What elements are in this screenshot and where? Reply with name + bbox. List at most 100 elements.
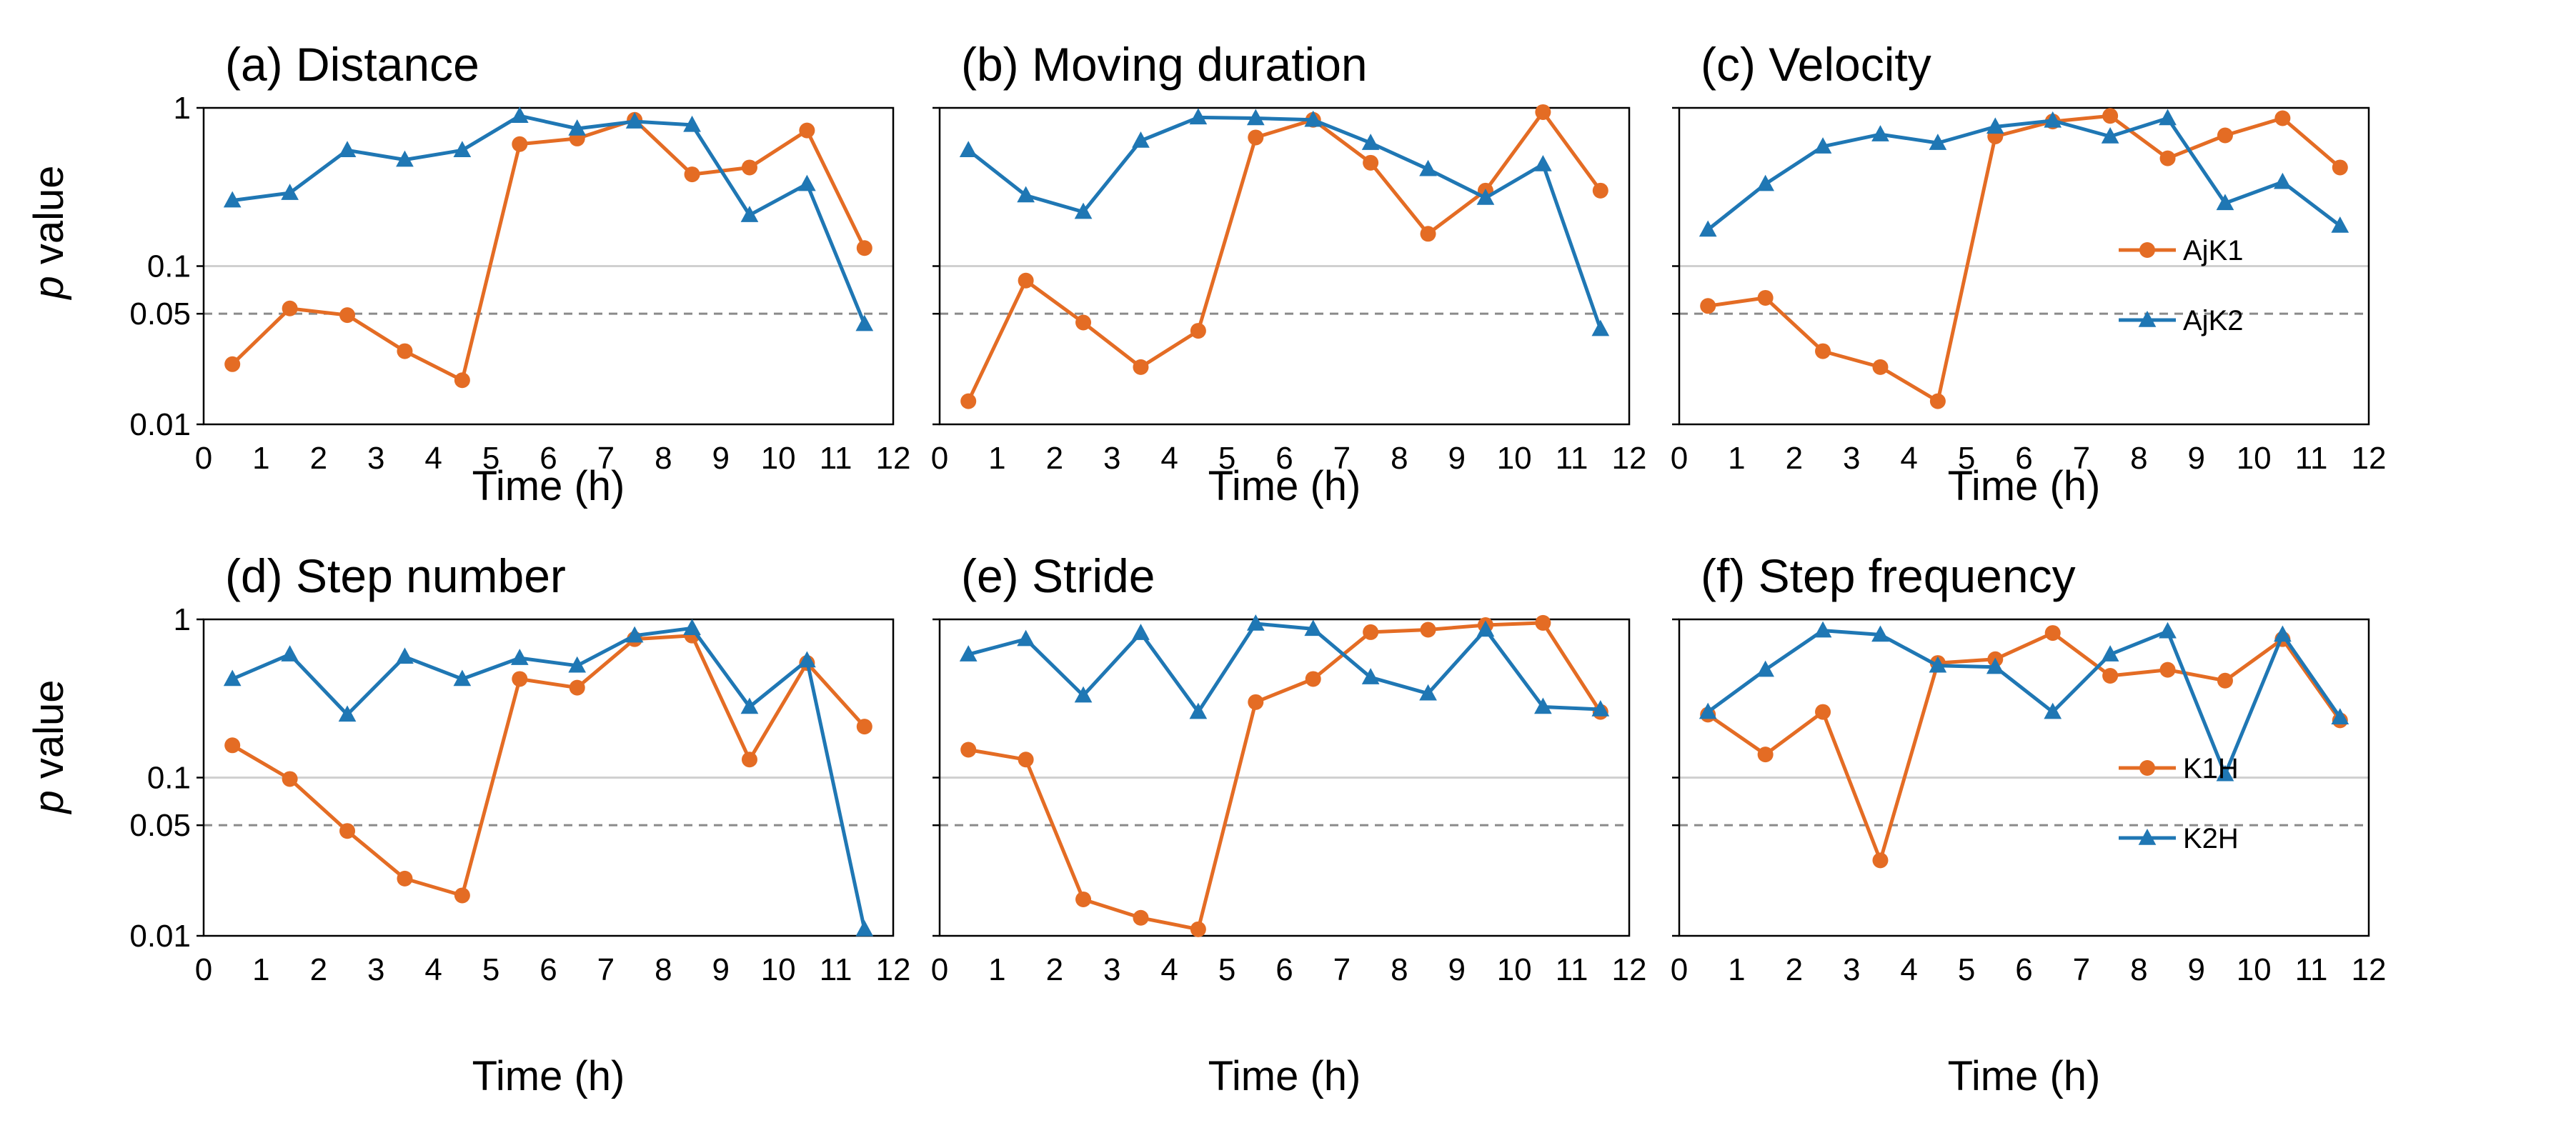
data-point-AjK2 [2044,111,2062,128]
series-line-AjK1 [966,110,1602,402]
data-point-AjK1 [1592,182,1608,199]
data-point-K2H [625,626,644,643]
x-tick-label: 9 [1448,952,1466,987]
data-point-K2H [2101,645,2119,662]
legend-marker-K1H [2139,760,2155,776]
data-point-K2H [798,651,816,668]
x-tick-label: 4 [1160,441,1178,476]
x-tick-label: 9 [1448,441,1466,476]
x-tick-label: 2 [1046,952,1063,987]
x-axis-title: Time (h) [1208,1053,1361,1099]
x-tick-label: 4 [424,952,442,987]
data-point-K2H [1419,684,1437,701]
x-tick-label: 7 [597,952,615,987]
x-axis-title: Time (h) [1208,463,1361,509]
data-point-K2H [1756,660,1774,677]
panel-title: (a) Distance [225,38,479,91]
data-point-K2H [683,619,701,636]
chart-panel: 0 1 2 3 4 5 6 7 8 9 10 11 12(b) Moving durationTime … [931,38,1647,509]
chart-panel: 10.10.050.010 1 2 3 4 5 6 7 8 9 10 11 12(d) Step num… [129,549,910,1099]
data-point-AjK2 [855,314,874,331]
legend-marker-AjK2 [2138,311,2157,327]
y-tick-label: 0.05 [129,808,191,843]
data-point-K1H [454,887,470,904]
x-tick-label: 2 [1046,441,1063,476]
data-point-K1H [1305,671,1321,687]
data-point-K1H [2217,672,2233,689]
x-tick-label: 3 [1103,952,1120,987]
data-point-AjK1 [799,122,815,139]
data-point-AjK2 [2331,216,2349,233]
x-tick-label: 3 [367,952,384,987]
data-point-AjK1 [741,159,757,176]
x-tick-label: 11 [2295,952,2328,987]
data-point-AjK1 [1700,298,1716,314]
x-tick-label: 8 [2130,441,2147,476]
data-point-AjK1 [1757,289,1774,306]
data-point-AjK1 [1190,323,1206,339]
x-tick-label: 6 [1275,441,1293,476]
panel-title: (d) Step number [225,549,566,602]
x-tick-label: 10 [1497,441,1532,476]
data-point-AjK1 [1248,129,1264,146]
x-tick-label: 7 [2073,952,2090,987]
data-point-AjK2 [1476,188,1495,205]
x-tick-label: 6 [539,441,557,476]
data-point-AjK2 [1246,109,1265,126]
data-point-AjK1 [1018,272,1034,289]
data-point-K1H [569,679,585,696]
data-point-K2H [338,705,357,722]
data-point-AjK2 [2159,109,2177,126]
data-point-K2H [2331,708,2349,725]
series-line-K2H [968,622,1601,714]
x-tick-label: 11 [820,441,852,476]
data-point-AjK1 [1133,359,1149,375]
x-tick-label: 4 [1900,441,1917,476]
data-point-AjK1 [2102,108,2119,124]
data-point-K2H [281,645,299,662]
legend-marker-AjK1 [2139,242,2155,258]
x-tick-label: 12 [1612,952,1647,987]
data-point-K2H [1871,625,1889,642]
data-point-AjK1 [1929,393,1946,409]
data-point-K2H [2159,622,2177,639]
x-tick-label: 2 [310,952,327,987]
x-tick-label: 3 [367,441,384,476]
x-tick-label: 3 [1843,441,1860,476]
data-point-AjK2 [1419,159,1437,176]
x-tick-label: 11 [1556,952,1588,987]
data-point-K1H [2159,662,2176,678]
data-point-K2H [1699,702,1717,719]
panel-title: (e) Stride [961,549,1155,602]
data-point-AjK2 [1304,110,1323,127]
x-tick-label: 1 [1728,952,1745,987]
data-point-AjK2 [568,119,587,136]
x-tick-label: 7 [1333,952,1351,987]
series-line-AjK2 [967,115,1603,330]
x-tick-label: 0 [931,952,948,987]
data-point-AjK1 [282,300,298,316]
x-tick-label: 2 [1786,441,1803,476]
series-line-K1H [1706,631,2342,862]
y-tick-label: 0.01 [129,919,191,954]
data-point-K2H [740,697,759,714]
x-tick-label: 0 [1671,952,1688,987]
legend-label-K2H: K2H [2183,823,2239,854]
chart-panel: 10.10.050.010 1 2 3 4 5 6 7 8 9 10 11 12(a) Distance… [129,38,910,509]
x-tick-label: 1 [1728,441,1745,476]
data-point-K2H [1017,629,1035,647]
data-point-K2H [2216,764,2234,782]
y-tick-label: 0.01 [129,407,191,442]
data-point-AjK2 [959,141,978,158]
data-point-AjK1 [1363,154,1379,171]
x-tick-label: 0 [195,952,212,987]
y-tick-label: 1 [174,602,191,637]
y-axis-title-bottom: p value [26,679,72,814]
data-point-AjK2 [2274,172,2292,189]
y-tick-label: 0.1 [147,761,191,796]
data-point-K1H [1815,704,1831,720]
y-tick-label: 1 [174,91,191,126]
data-point-AjK2 [1929,134,1947,150]
x-tick-label: 3 [1103,441,1120,476]
